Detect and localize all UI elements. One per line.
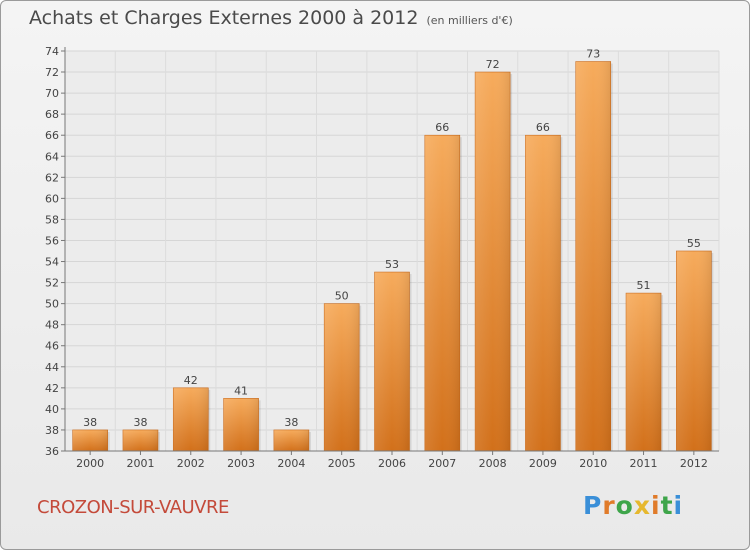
- bar-highlight: [173, 387, 209, 451]
- bar-highlight: [324, 303, 360, 451]
- y-tick-label: 46: [45, 340, 59, 353]
- axis-layer: 36 38 40 42 44 46 48 50 52 54 56 58 60 62 64 66 68 70 72 74…: [45, 45, 719, 470]
- chart-title-text: Achats et Charges Externes 2000 à 2012: [29, 7, 419, 29]
- x-tick-label: 2011: [630, 457, 658, 470]
- x-tick-label: 2008: [479, 457, 507, 470]
- y-tick-label: 68: [45, 108, 59, 121]
- bar-highlight: [223, 398, 259, 451]
- chart-subtitle: (en milliers d'€): [426, 14, 513, 27]
- y-tick-label: 74: [45, 45, 59, 58]
- bar-highlight: [626, 293, 662, 451]
- bar-highlight: [676, 251, 712, 451]
- y-tick-label: 58: [45, 213, 59, 226]
- y-tick-label: 50: [45, 298, 59, 311]
- y-tick-label: 62: [45, 171, 59, 184]
- bar-highlight: [475, 72, 511, 451]
- data-label: 73: [586, 48, 600, 61]
- commune-name: CROZON-SUR-VAUVRE: [37, 497, 229, 518]
- proxiti-logo[interactable]: Proxiti: [583, 491, 684, 520]
- x-tick-label: 2006: [378, 457, 406, 470]
- y-tick-label: 48: [45, 319, 59, 332]
- x-tick-label: 2012: [680, 457, 708, 470]
- bar-highlight: [525, 135, 561, 452]
- bar-layer: 38 38 42 41 38 50 53 66 72 66 73 51 55: [72, 48, 714, 452]
- data-label: 38: [83, 416, 97, 429]
- data-label: 72: [486, 58, 500, 71]
- bar-highlight: [72, 429, 108, 451]
- bar-highlight: [273, 429, 309, 451]
- data-label: 38: [284, 416, 298, 429]
- y-tick-label: 38: [45, 424, 59, 437]
- bar-highlight: [374, 272, 410, 451]
- x-tick-label: 2009: [529, 457, 557, 470]
- data-label: 66: [536, 121, 550, 134]
- y-tick-label: 36: [45, 445, 59, 458]
- y-tick-label: 56: [45, 234, 59, 247]
- data-label: 55: [687, 237, 701, 250]
- y-tick-label: 60: [45, 192, 59, 205]
- bar-highlight: [424, 135, 460, 452]
- x-tick-label: 2005: [328, 457, 356, 470]
- x-tick-label: 2003: [227, 457, 255, 470]
- y-tick-label: 42: [45, 382, 59, 395]
- data-label: 41: [234, 384, 248, 397]
- data-label: 42: [184, 374, 198, 387]
- y-tick-label: 64: [45, 150, 59, 163]
- bar-highlight: [575, 61, 611, 452]
- x-tick-label: 2007: [428, 457, 456, 470]
- x-tick-label: 2002: [177, 457, 205, 470]
- y-tick-label: 44: [45, 361, 59, 374]
- y-tick-label: 54: [45, 256, 59, 269]
- x-tick-label: 2004: [277, 457, 305, 470]
- bar-highlight: [122, 429, 158, 451]
- y-tick-label: 70: [45, 87, 59, 100]
- x-tick-label: 2010: [579, 457, 607, 470]
- data-label: 53: [385, 258, 399, 271]
- chart-title: Achats et Charges Externes 2000 à 2012 (e…: [29, 7, 513, 29]
- x-tick-label: 2000: [76, 457, 104, 470]
- y-tick-label: 72: [45, 66, 59, 79]
- y-tick-label: 66: [45, 129, 59, 142]
- data-label: 38: [133, 416, 147, 429]
- y-tick-label: 52: [45, 277, 59, 290]
- x-tick-label: 2001: [126, 457, 154, 470]
- data-label: 50: [335, 290, 349, 303]
- data-label: 66: [435, 121, 449, 134]
- data-label: 51: [637, 279, 651, 292]
- y-tick-label: 40: [45, 403, 59, 416]
